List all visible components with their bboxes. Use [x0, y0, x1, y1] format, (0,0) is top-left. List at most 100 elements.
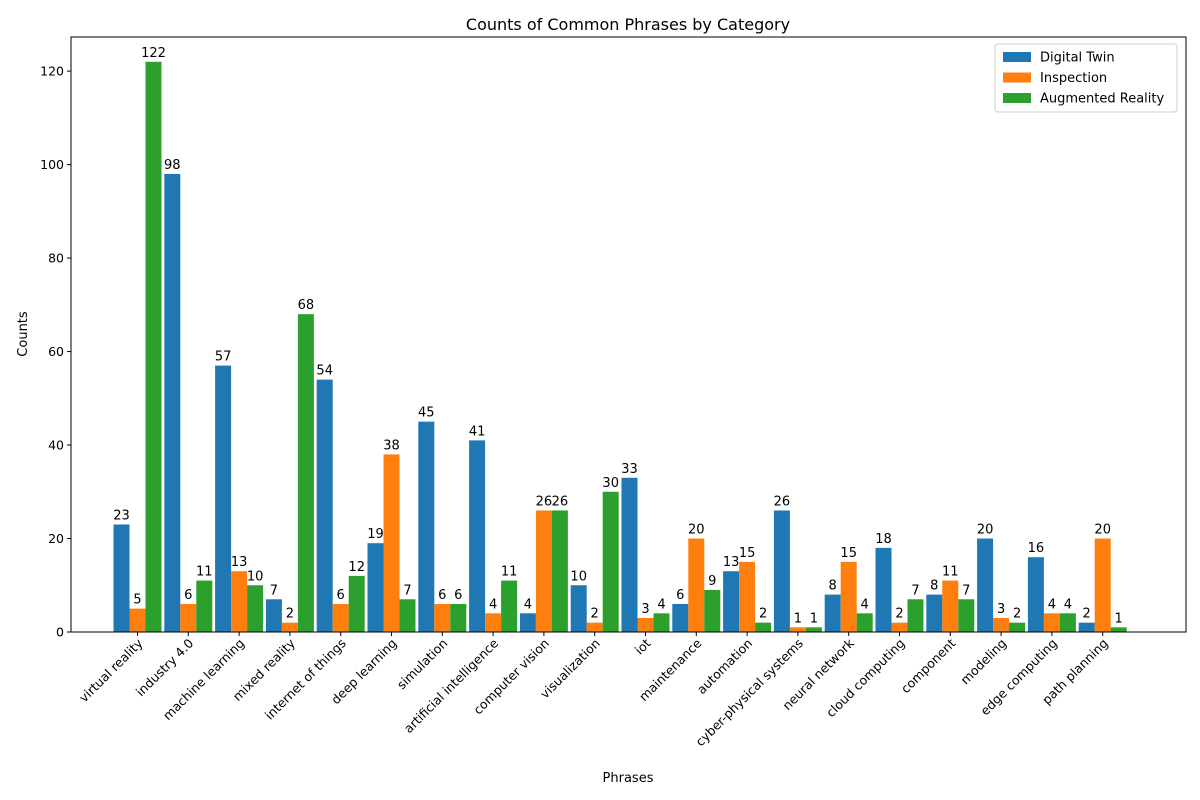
bar-value-label: 19: [367, 527, 384, 542]
bar-value-label: 16: [1028, 541, 1045, 556]
bar: [383, 454, 400, 632]
bar: [755, 622, 772, 632]
bar: [113, 524, 130, 632]
bar: [570, 585, 587, 632]
y-tick-label: 0: [56, 625, 64, 640]
bar: [856, 613, 873, 632]
legend-swatch: [1003, 72, 1031, 83]
bar: [773, 510, 790, 632]
bar: [875, 547, 892, 632]
y-tick-label: 20: [48, 531, 64, 546]
bar: [653, 613, 670, 632]
bar: [1027, 557, 1044, 632]
bar: [519, 613, 536, 632]
bar: [247, 585, 264, 632]
bar-value-label: 2: [1083, 607, 1091, 622]
bar: [265, 599, 282, 632]
legend-label: Inspection: [1040, 71, 1107, 86]
bar: [367, 543, 384, 632]
bar-value-label: 8: [930, 579, 938, 594]
bar: [907, 599, 924, 632]
bar: [129, 608, 146, 632]
bar-value-label: 18: [875, 532, 892, 547]
bar-value-label: 2: [759, 607, 767, 622]
bar-value-label: 8: [829, 579, 837, 594]
y-tick-label: 120: [40, 64, 64, 79]
x-axis-label: Phrases: [603, 771, 654, 786]
bar: [840, 561, 857, 632]
bar-value-label: 20: [688, 523, 705, 538]
bar-value-label: 2: [286, 607, 294, 622]
bar-value-label: 26: [774, 494, 791, 509]
bar-value-label: 10: [247, 569, 264, 584]
y-tick-label: 100: [40, 157, 64, 172]
bar-value-label: 11: [196, 565, 213, 580]
bar: [180, 603, 197, 632]
bar: [1094, 538, 1111, 632]
bar-value-label: 2: [1013, 607, 1021, 622]
bar-value-label: 45: [418, 406, 435, 421]
bar-value-label: 68: [298, 298, 315, 313]
legend-label: Digital Twin: [1040, 51, 1115, 66]
bar: [704, 589, 721, 632]
bar-value-label: 26: [552, 494, 569, 509]
y-axis: 0 20 40 60 80 100 120: [40, 64, 71, 640]
legend-box: [994, 43, 1178, 113]
bar: [434, 603, 451, 632]
bar-value-label: 54: [316, 364, 333, 379]
bar-value-label: 41: [469, 424, 486, 439]
bar-value-label: 4: [524, 597, 532, 612]
bar-value-label: 98: [164, 158, 181, 173]
bar-value-label: 7: [403, 583, 411, 598]
bar-value-label: 7: [962, 583, 970, 598]
bar-value-label: 4: [1064, 597, 1072, 612]
bar-value-label: 33: [621, 462, 638, 477]
bar: [348, 575, 365, 632]
bar: [977, 538, 994, 632]
bar: [723, 571, 740, 632]
bar-value-label: 11: [942, 565, 959, 580]
bar: [297, 314, 314, 632]
bar-value-label: 2: [591, 607, 599, 622]
bar-value-label: 38: [383, 438, 400, 453]
bar: [231, 571, 248, 632]
bar: [1059, 613, 1076, 632]
bar-value-label: 6: [184, 588, 192, 603]
bar-value-label: 20: [1094, 523, 1111, 538]
bar: [602, 491, 619, 632]
bar: [215, 365, 232, 632]
bar: [805, 627, 822, 632]
bar-value-label: 12: [348, 560, 365, 575]
bar: [926, 594, 943, 632]
chart-title: Counts of Common Phrases by Category: [466, 15, 790, 34]
bar-value-label: 3: [997, 602, 1005, 617]
bar: [942, 580, 959, 632]
y-tick-label: 60: [48, 344, 64, 359]
bar-value-label: 9: [708, 574, 716, 589]
bar-value-label: 3: [641, 602, 649, 617]
bar: [316, 379, 333, 632]
bar: [672, 603, 689, 632]
bar: [789, 627, 806, 632]
bar: [501, 580, 518, 632]
bar: [688, 538, 705, 632]
bar: [281, 622, 298, 632]
bar-value-label: 11: [501, 565, 518, 580]
legend: Digital Twin Inspection Augmented Reality: [994, 43, 1178, 113]
bar: [1043, 613, 1060, 632]
bar: [958, 599, 975, 632]
bar: [824, 594, 841, 632]
bar-value-label: 15: [739, 546, 756, 561]
bar-value-label: 6: [676, 588, 684, 603]
bar-value-label: 10: [570, 569, 587, 584]
bar-value-label: 1: [810, 611, 818, 626]
bar-value-label: 20: [977, 523, 994, 538]
bars-layer: [113, 61, 1127, 632]
bar: [485, 613, 502, 632]
bar-value-label: 7: [911, 583, 919, 598]
bar: [164, 173, 181, 632]
legend-swatch: [1003, 93, 1031, 103]
